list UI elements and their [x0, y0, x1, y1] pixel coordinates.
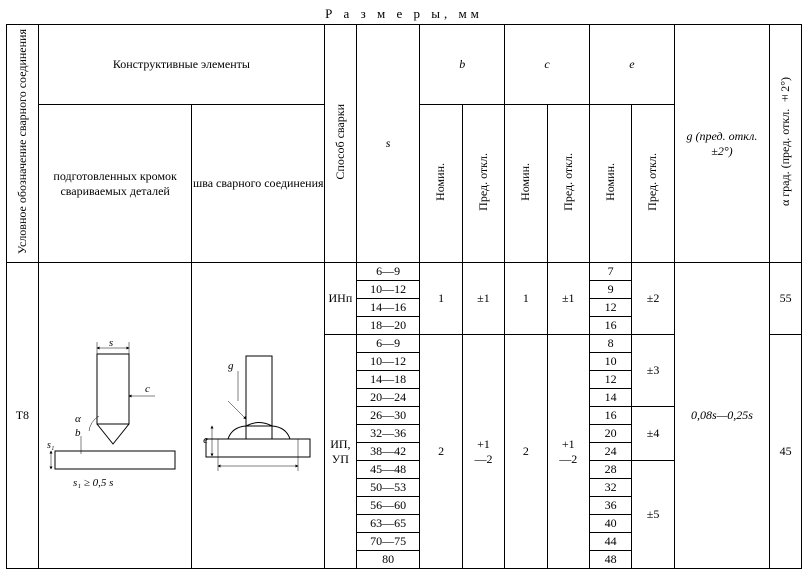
hdr-e: e [589, 25, 674, 105]
hdr-c-tol: Пред. откл. [562, 149, 575, 215]
svg-text:e: e [203, 434, 208, 446]
e-tol-2: ±3 [632, 335, 674, 407]
main-table: Условное обозначение сварного соединения… [6, 24, 802, 569]
e-val: 36 [589, 497, 631, 515]
s-val: 38—42 [356, 443, 420, 461]
hdr-alpha: α град. (пред. откл. ±2°) [779, 73, 792, 210]
diagram-edges: s c b α s₁ s₁ ≥ 0,5 s [38, 263, 192, 569]
e-val: 16 [589, 407, 631, 425]
hdr-e-nom: Номин. [604, 159, 617, 205]
s-val: 6—9 [356, 335, 420, 353]
c1-tol: ±1 [547, 263, 589, 335]
e-val: 8 [589, 335, 631, 353]
e-val: 12 [589, 299, 631, 317]
svg-text:c: c [145, 383, 150, 395]
hdr-g: g (пред. откл. ±2°) [674, 25, 769, 263]
svg-text:s₁ ≥ 0,5 s: s₁ ≥ 0,5 s [73, 477, 113, 489]
hdr-prepared-edges: подготовленных кромок свариваемых детале… [38, 105, 192, 263]
hdr-construct: Конструктивные элементы [38, 25, 324, 105]
e-tol-4: ±5 [632, 461, 674, 569]
b1-tol: ±1 [462, 263, 504, 335]
row-code: Т8 [7, 263, 39, 569]
hdr-c: c [505, 25, 590, 105]
diagram-weld: g e [192, 263, 325, 569]
s-val: 10—12 [356, 281, 420, 299]
method-2: ИП,УП [324, 335, 356, 569]
e-val: 9 [589, 281, 631, 299]
hdr-method: Способ сварки [334, 100, 347, 184]
s-val: 50—53 [356, 479, 420, 497]
hdr-weld-seam: шва сварного соединения [192, 105, 325, 263]
g-val: 0,08s—0,25s [674, 263, 769, 569]
e-val: 40 [589, 515, 631, 533]
b1-nom: 1 [420, 263, 462, 335]
s-val: 80 [356, 551, 420, 569]
b2-tol: +1—2 [462, 335, 504, 569]
s-val: 14—18 [356, 371, 420, 389]
e-tol-1: ±2 [632, 263, 674, 335]
e-val: 10 [589, 353, 631, 371]
hdr-b-tol: Пред. откл. [477, 149, 490, 215]
s-val: 14—16 [356, 299, 420, 317]
c2-nom: 2 [505, 335, 547, 569]
hdr-s: s [356, 25, 420, 263]
c1-nom: 1 [505, 263, 547, 335]
s-val: 10—12 [356, 353, 420, 371]
e-val: 14 [589, 389, 631, 407]
page-title: Р а з м е р ы, мм [6, 6, 802, 22]
hdr-designation: Условное обозначение сварного соединения [16, 25, 29, 258]
e-val: 28 [589, 461, 631, 479]
e-val: 48 [589, 551, 631, 569]
c2-tol: +1—2 [547, 335, 589, 569]
s-val: 20—24 [356, 389, 420, 407]
svg-text:s: s [109, 337, 113, 349]
s-val: 18—20 [356, 317, 420, 335]
alpha-1: 55 [770, 263, 802, 335]
svg-text:b: b [75, 427, 81, 439]
e-val: 16 [589, 317, 631, 335]
s-val: 32—36 [356, 425, 420, 443]
s-val: 56—60 [356, 497, 420, 515]
s-val: 70—75 [356, 533, 420, 551]
hdr-c-nom: Номин. [519, 159, 532, 205]
e-val: 32 [589, 479, 631, 497]
hdr-b-nom: Номин. [434, 159, 447, 205]
e-val: 12 [589, 371, 631, 389]
e-tol-3: ±4 [632, 407, 674, 461]
e-val: 7 [589, 263, 631, 281]
s-val: 63—65 [356, 515, 420, 533]
svg-text:g: g [228, 360, 234, 372]
svg-text:α: α [75, 413, 81, 425]
hdr-e-tol: Пред. откл. [646, 149, 659, 215]
e-val: 24 [589, 443, 631, 461]
s-val: 6—9 [356, 263, 420, 281]
e-val: 44 [589, 533, 631, 551]
b2-nom: 2 [420, 335, 462, 569]
svg-text:s₁: s₁ [47, 440, 54, 451]
e-val: 20 [589, 425, 631, 443]
s-val: 45—48 [356, 461, 420, 479]
alpha-2: 45 [770, 335, 802, 569]
hdr-b: b [420, 25, 505, 105]
method-1: ИНп [324, 263, 356, 335]
s-val: 26—30 [356, 407, 420, 425]
